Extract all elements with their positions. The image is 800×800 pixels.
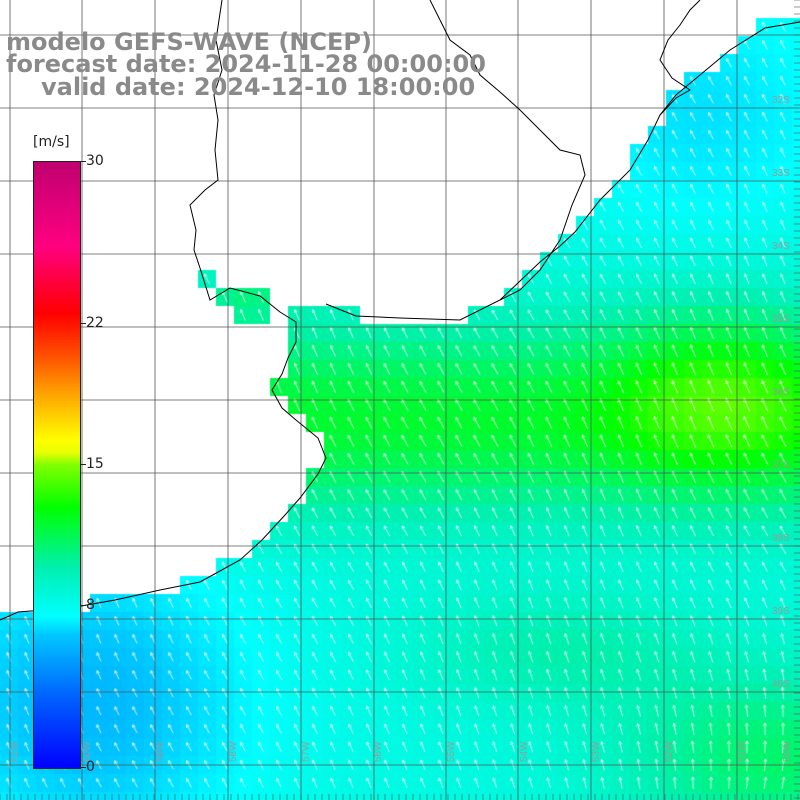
- valid-date: valid date: 2024-12-10 18:00:00: [41, 73, 476, 101]
- longitude-label: 50W: [782, 741, 793, 762]
- uruguay-river: [189, 0, 223, 269]
- longitude-label: 52W: [664, 741, 675, 762]
- colorbar-tick-mark: [80, 322, 86, 324]
- latitude-label: 32S: [772, 95, 790, 106]
- latitude-label: 35S: [772, 314, 790, 325]
- longitude-labels: 61W 60W 59W 58W 57W 56W 55W 54W 53W 52W 51W 50W: [10, 741, 793, 762]
- latitude-label: 37S: [772, 460, 790, 471]
- model-title: modelo GEFS-WAVE (NCEP): [6, 28, 372, 56]
- longitude-label: 51W: [737, 741, 748, 762]
- argentina-coastline: [0, 267, 327, 621]
- latitude-label: 36S: [772, 387, 790, 398]
- colorbar-unit: [m/s]: [33, 134, 70, 150]
- longitude-label: 61W: [10, 741, 21, 762]
- latitude-label: 33S: [772, 168, 790, 179]
- colorbar-tick-mark: [80, 464, 86, 465]
- latitude-label: 38S: [772, 533, 790, 544]
- colorbar-tick-mark: [80, 161, 86, 162]
- colorbar-tick-label: 30: [86, 153, 104, 169]
- longitude-label: 55W: [446, 741, 457, 762]
- longitude-label: 54W: [519, 741, 530, 762]
- colorbar-tick-mark: [80, 605, 86, 607]
- longitude-label: 58W: [228, 741, 239, 762]
- colorbar: [33, 161, 81, 769]
- colorbar-tick-label: 8: [86, 597, 95, 614]
- colorbar-tick-label: 15: [86, 456, 104, 472]
- colorbar-tick-mark: [80, 767, 86, 768]
- latitude-labels: 32S 33S 34S 35S 36S 37S 38S 39S 40S: [772, 95, 790, 690]
- longitude-label: 60W: [82, 741, 93, 762]
- coastline: [0, 0, 800, 621]
- longitude-label: 57W: [301, 741, 312, 762]
- lagoon-outline: [659, 0, 701, 116]
- brazil-border: [429, 0, 586, 301]
- forecast-date: forecast date: 2024-11-28 00:00:00: [6, 50, 486, 78]
- colorbar-tick-label: 0: [86, 759, 95, 775]
- longitude-label: 56W: [373, 741, 384, 762]
- latitude-label: 39S: [772, 606, 790, 617]
- uruguay-brazil-coastline: [325, 21, 800, 321]
- longitude-label: 53W: [591, 741, 602, 762]
- latitude-label: 34S: [772, 241, 790, 252]
- longitude-label: 59W: [155, 741, 166, 762]
- colorbar-tick-label: 22: [86, 314, 104, 331]
- latitude-label: 40S: [772, 679, 790, 690]
